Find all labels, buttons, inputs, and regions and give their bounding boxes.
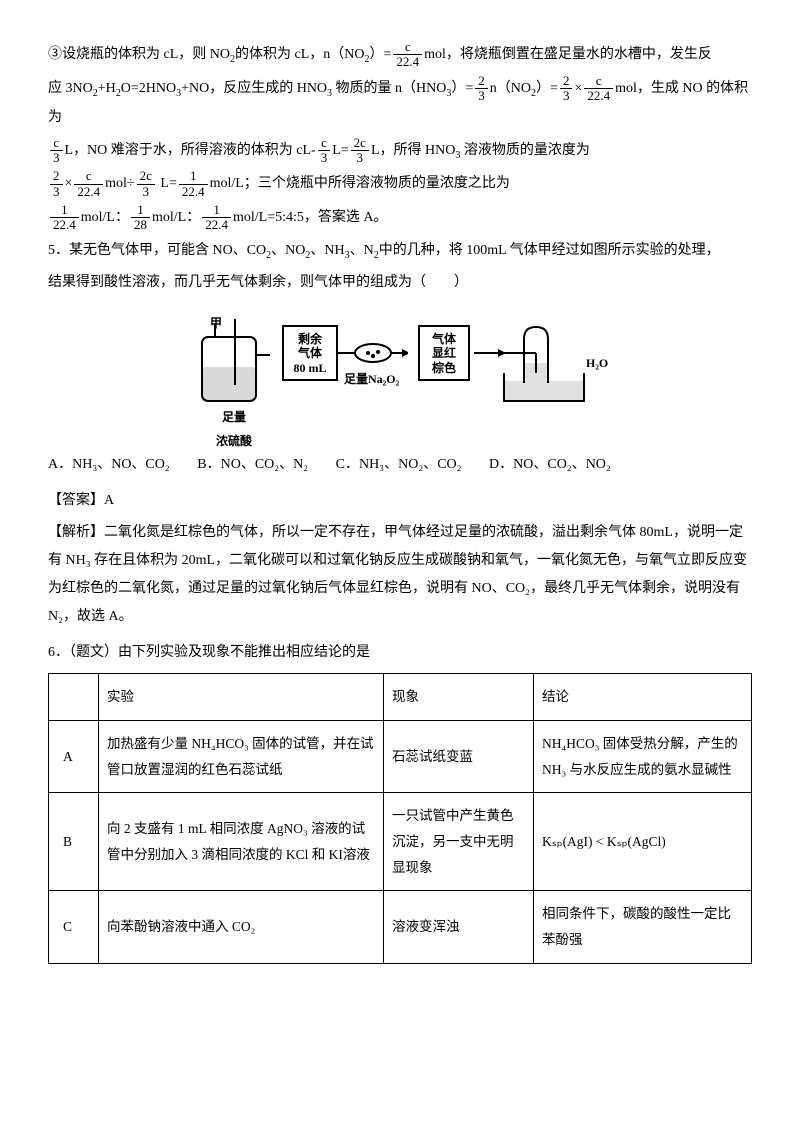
cell-exp: 加热盛有少量 NH₄HCO₃ 固体的试管，并在试管口放置湿润的红色石蕊试纸 <box>99 721 384 793</box>
head-exp: 实验 <box>99 674 384 721</box>
frac: c22.4 <box>584 74 613 104</box>
cell-phe: 一只试管中产生黄色沉淀，另一支中无明显现象 <box>384 793 534 891</box>
t: 溶液物质的量浓度为 <box>460 143 590 158</box>
frac: 128 <box>131 203 150 233</box>
apparatus-diagram: 甲 足量 浓硫酸 剩余 气体 80 mL 足量Na₂O₂ 气体 显红 棕色 <box>190 309 610 439</box>
t: L= <box>157 176 177 191</box>
frac: 2c3 <box>137 169 155 199</box>
t: O=2HNO <box>121 81 176 96</box>
t: ）= <box>451 81 473 96</box>
row-label: B <box>49 793 99 891</box>
label-h2o: H₂O <box>586 351 608 375</box>
t: L，NO 难溶于水，所得溶液的体积为 cL- <box>65 143 316 158</box>
t: +NO，反应生成的 HNO <box>181 81 327 96</box>
p3-line5: 122.4mol/L：128mol/L：122.4mol/L=5:4:5，答案选… <box>48 203 752 233</box>
frac: c3 <box>50 136 63 166</box>
t: mol/L=5:4:5，答案选 A。 <box>233 210 388 225</box>
head-phe: 现象 <box>384 674 534 721</box>
cell-con: NH₄HCO₃ 固体受热分解，产生的NH₃ 与水反应生成的氨水显碱性 <box>534 721 752 793</box>
t: ）= <box>536 81 558 96</box>
frac: 122.4 <box>202 203 231 233</box>
opt-c: C．NH₃、NO₂、CO₂ <box>336 451 462 479</box>
t: mol/L： <box>81 210 129 225</box>
q6-stem: 6．（题文）由下列实验及现象不能推出相应结论的是 <box>48 639 752 667</box>
t: L，所得 HNO <box>371 143 455 158</box>
label-h2so4: 足量 浓硫酸 <box>204 405 264 453</box>
p3-line1: ③设烧瓶的体积为 cL，则 NO2的体积为 cL，n（NO2）=c22.4mol… <box>48 40 752 70</box>
label-na2o2: 足量Na₂O₂ <box>344 367 399 391</box>
cell-con: 相同条件下，碳酸的酸性一定比苯酚强 <box>534 891 752 963</box>
t: n（NO <box>490 81 531 96</box>
t: mol/L；三个烧瓶中所得溶液物质的量浓度之比为 <box>210 176 510 191</box>
table-row: C 向苯酚钠溶液中通入 CO₂ 溶液变浑浊 相同条件下，碳酸的酸性一定比苯酚强 <box>49 891 752 963</box>
t: +H <box>98 81 116 96</box>
q6-table: 实验 现象 结论 A 加热盛有少量 NH₄HCO₃ 固体的试管，并在试管口放置湿… <box>48 673 752 963</box>
t: ）= <box>370 47 392 62</box>
cell-phe: 石蕊试纸变蓝 <box>384 721 534 793</box>
t: 的体积为 cL，n（NO <box>235 47 365 62</box>
frac: 23 <box>50 169 63 199</box>
head-blank <box>49 674 99 721</box>
t: 应 3NO <box>48 81 93 96</box>
q5-stem1: 5．某无色气体甲，可能含 NO、CO2、NO2、NH3、N2中的几种，将 100… <box>48 237 752 266</box>
opt-a: A．NH₃、NO、CO₂ <box>48 451 170 479</box>
q5-stem2: 结果得到酸性溶液，而几乎无气体剩余，则气体甲的组成为（ ） <box>48 269 752 297</box>
t: L= <box>332 143 348 158</box>
t: × <box>574 81 582 96</box>
t: mol，将烧瓶倒置在盛足量水的水槽中，发生反 <box>424 47 712 62</box>
t: ③设烧瓶的体积为 cL，则 NO <box>48 47 230 62</box>
p3-line4: 23×c22.4mol÷2c3 L=122.4mol/L；三个烧瓶中所得溶液物质… <box>48 169 752 199</box>
frac: 23 <box>560 74 573 104</box>
frac: c22.4 <box>74 169 103 199</box>
opt-b: B．NO、CO₂、N₂ <box>197 451 308 479</box>
table-row: 实验 现象 结论 <box>49 674 752 721</box>
frac: c3 <box>318 136 331 166</box>
t: × <box>65 176 73 191</box>
q5-answer: 【答案】A <box>48 487 752 515</box>
row-label: C <box>49 891 99 963</box>
frac: 2c3 <box>351 136 369 166</box>
p3-line2: 应 3NO2+H2O=2HNO3+NO，反应生成的 HNO3 物质的量 n（HN… <box>48 74 752 132</box>
head-con: 结论 <box>534 674 752 721</box>
table-row: A 加热盛有少量 NH₄HCO₃ 固体的试管，并在试管口放置湿润的红色石蕊试纸 … <box>49 721 752 793</box>
opt-d: D．NO、CO₂、NO₂ <box>489 451 611 479</box>
table-row: B 向 2 支盛有 1 mL 相同浓度 AgNO₃ 溶液的试管中分别加入 3 滴… <box>49 793 752 891</box>
cell-con: Kₛₚ(AgI) < Kₛₚ(AgCl) <box>534 793 752 891</box>
t: 物质的量 n（HNO <box>332 81 446 96</box>
q5-explain: 【解析】二氧化氮是红棕色的气体，所以一定不存在，甲气体经过足量的浓硫酸，溢出剩余… <box>48 519 752 631</box>
box-remain-gas: 剩余 气体 80 mL <box>282 325 338 381</box>
row-label: A <box>49 721 99 793</box>
frac: 122.4 <box>50 203 79 233</box>
frac: c22.4 <box>393 40 422 70</box>
cell-exp: 向苯酚钠溶液中通入 CO₂ <box>99 891 384 963</box>
t: mol/L： <box>152 210 200 225</box>
t: mol÷ <box>105 176 134 191</box>
trough-icon <box>474 313 604 413</box>
q5-options: A．NH₃、NO、CO₂ B．NO、CO₂、N₂ C．NH₃、NO₂、CO₂ D… <box>48 451 752 479</box>
p3-line3: c3L，NO 难溶于水，所得溶液的体积为 cL-c3L=2c3L，所得 HNO3… <box>48 136 752 166</box>
box-red-brown: 气体 显红 棕色 <box>418 325 470 381</box>
frac: 23 <box>475 74 488 104</box>
cell-phe: 溶液变浑浊 <box>384 891 534 963</box>
cell-exp: 向 2 支盛有 1 mL 相同浓度 AgNO₃ 溶液的试管中分别加入 3 滴相同… <box>99 793 384 891</box>
frac: 122.4 <box>179 169 208 199</box>
